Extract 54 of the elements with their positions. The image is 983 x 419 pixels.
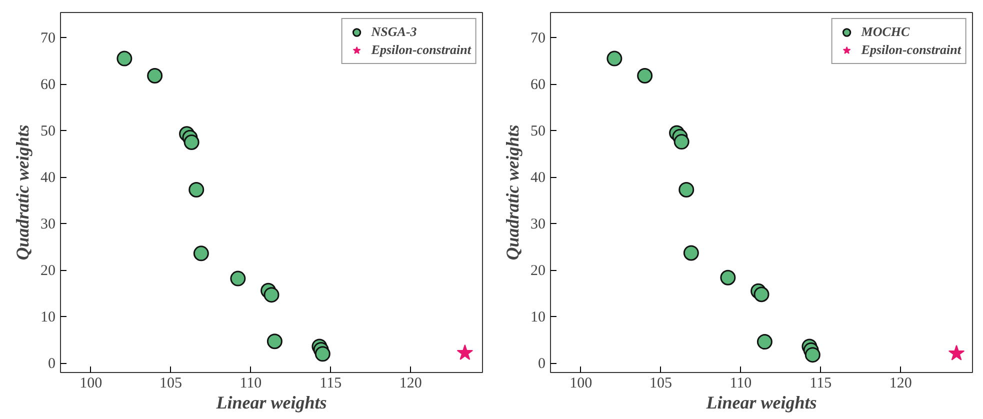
point	[948, 344, 965, 360]
x-tick-label: 115	[320, 376, 342, 392]
x-tick-label: 115	[810, 376, 832, 392]
y-tick-label: 10	[40, 310, 56, 326]
legend-label: NSGA-3	[371, 23, 417, 41]
y-axis-title: Quadratic weights	[502, 124, 522, 260]
point	[756, 334, 772, 350]
y-tick-label: 50	[40, 124, 56, 140]
legend-label: Epsilon-constraint	[861, 41, 961, 59]
point	[683, 245, 699, 261]
point	[230, 270, 246, 286]
y-tick-label: 0	[48, 356, 56, 372]
y-tick-label: 30	[40, 216, 56, 233]
point	[637, 68, 653, 84]
point	[720, 270, 736, 286]
point	[193, 246, 209, 262]
y-tick-label: 40	[530, 170, 546, 186]
point	[147, 68, 163, 84]
point	[184, 134, 200, 150]
y-tick-label: 0	[538, 356, 546, 372]
y-tick-label: 70	[530, 30, 546, 47]
point	[678, 182, 694, 198]
x-tick-label: 105	[160, 376, 182, 392]
x-tick-label: 100	[80, 376, 102, 392]
y-tick-label: 70	[40, 30, 56, 47]
y-tick-label: 30	[530, 216, 546, 233]
point	[606, 50, 622, 66]
point	[456, 344, 474, 360]
legend-label: Epsilon-constraint	[371, 41, 471, 59]
y-tick-label: 60	[530, 77, 546, 94]
x-tick-label: 120	[889, 376, 912, 392]
x-tick-label: 100	[570, 376, 592, 392]
point	[264, 287, 280, 303]
point	[674, 134, 690, 150]
x-axis-title: Linear weights	[705, 392, 817, 412]
point	[314, 346, 330, 362]
point	[804, 347, 820, 363]
y-tick-label: 20	[530, 263, 546, 280]
y-tick-label: 60	[40, 77, 56, 94]
point	[754, 286, 770, 302]
x-tick-label: 110	[240, 376, 262, 392]
point	[116, 50, 132, 66]
y-tick-label: 20	[40, 263, 56, 280]
x-axis-title: Linear weights	[215, 392, 327, 412]
y-tick-label: 40	[40, 170, 56, 186]
y-axis-title: Quadratic weights	[12, 124, 32, 260]
point	[266, 334, 282, 350]
y-tick-label: 50	[530, 124, 546, 140]
x-tick-label: 105	[650, 376, 672, 392]
x-tick-label: 120	[399, 376, 422, 392]
y-tick-label: 10	[530, 310, 546, 326]
x-tick-label: 110	[730, 376, 752, 392]
legend-label: MOCHC	[861, 23, 910, 41]
point	[188, 182, 204, 198]
